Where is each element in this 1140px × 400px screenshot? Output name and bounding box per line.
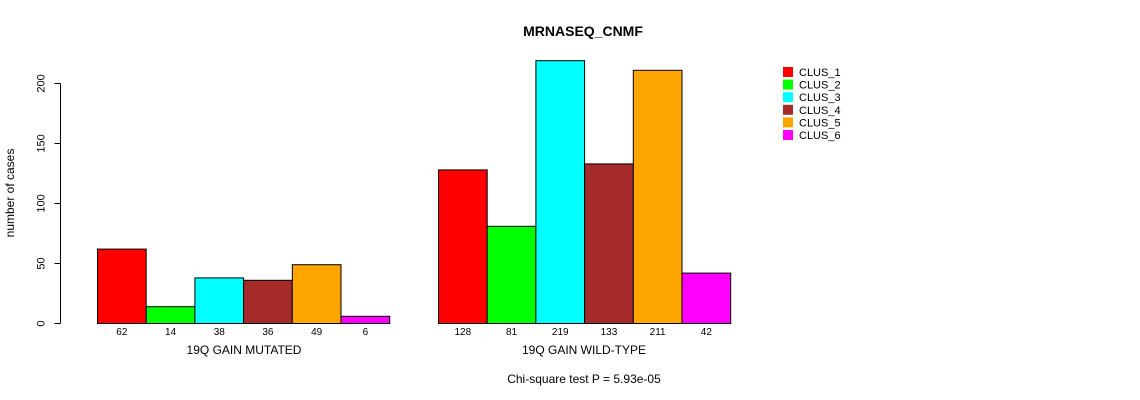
group-label-wild-type: 19Q GAIN WILD-TYPE [522, 343, 646, 357]
legend-swatch [783, 67, 793, 77]
bar-count-label: 62 [116, 327, 128, 338]
chart-title: MRNASEQ_CNMF [523, 23, 643, 39]
bar-clus-1-group-1 [97, 248, 147, 325]
chi-square-footer: Chi-square test P = 5.93e-05 [507, 372, 661, 386]
bar-clus-3-group-1 [194, 277, 245, 324]
y-axis-label: number of cases [3, 149, 17, 238]
bar-clus-6-group-2 [681, 272, 732, 325]
bar-count-label: 211 [650, 327, 666, 338]
y-tick-label: 50 [36, 257, 48, 269]
bar-count-label: 14 [165, 327, 177, 338]
bar-clus-1-group-2 [438, 169, 488, 324]
bar-count-label: 42 [701, 327, 713, 338]
legend-label: CLUS_6 [799, 130, 841, 142]
bar-clus-2-group-1 [145, 306, 196, 325]
y-tick-label: 0 [36, 320, 48, 326]
bar-clus-6-group-1 [340, 315, 391, 324]
legend-swatch [783, 104, 793, 115]
bar-count-label: 49 [311, 327, 323, 338]
legend-swatch [783, 92, 793, 103]
bar-clus-2-group-2 [486, 225, 537, 324]
legend-label: CLUS_5 [799, 117, 841, 129]
legend-swatch [783, 79, 793, 90]
legend-label: CLUS_2 [799, 80, 841, 92]
bar-clus-3-group-2 [535, 60, 586, 324]
bar-count-label: 81 [506, 327, 518, 338]
y-tick-label: 150 [36, 134, 48, 152]
bars [97, 60, 732, 325]
bar-count-label: 128 [455, 327, 472, 338]
bar-clus-5-group-1 [291, 264, 342, 325]
bar-count-label: 219 [552, 327, 569, 338]
legend-swatch [783, 117, 793, 128]
legend-swatch [783, 130, 793, 140]
bar-count-label: 36 [262, 327, 274, 338]
bar-clus-4-group-1 [243, 279, 293, 324]
legend-label: CLUS_3 [799, 92, 841, 104]
y-tick-label: 200 [36, 74, 48, 92]
legend-label: CLUS_4 [799, 105, 841, 117]
bar-clus-4-group-2 [584, 163, 634, 324]
bar-count-label: 6 [363, 327, 369, 338]
y-axis: 0 50 100 150 200 [36, 74, 61, 327]
count-labels: 62 14 38 36 49 6 128 81 219 133 211 42 [116, 327, 712, 338]
bar-clus-5-group-2 [632, 69, 683, 324]
bar-count-label: 133 [601, 327, 618, 338]
legend-label: CLUS_1 [799, 67, 841, 79]
bar-count-label: 38 [214, 327, 226, 338]
y-tick-label: 100 [36, 194, 48, 212]
group-label-mutated: 19Q GAIN MUTATED [187, 343, 302, 357]
